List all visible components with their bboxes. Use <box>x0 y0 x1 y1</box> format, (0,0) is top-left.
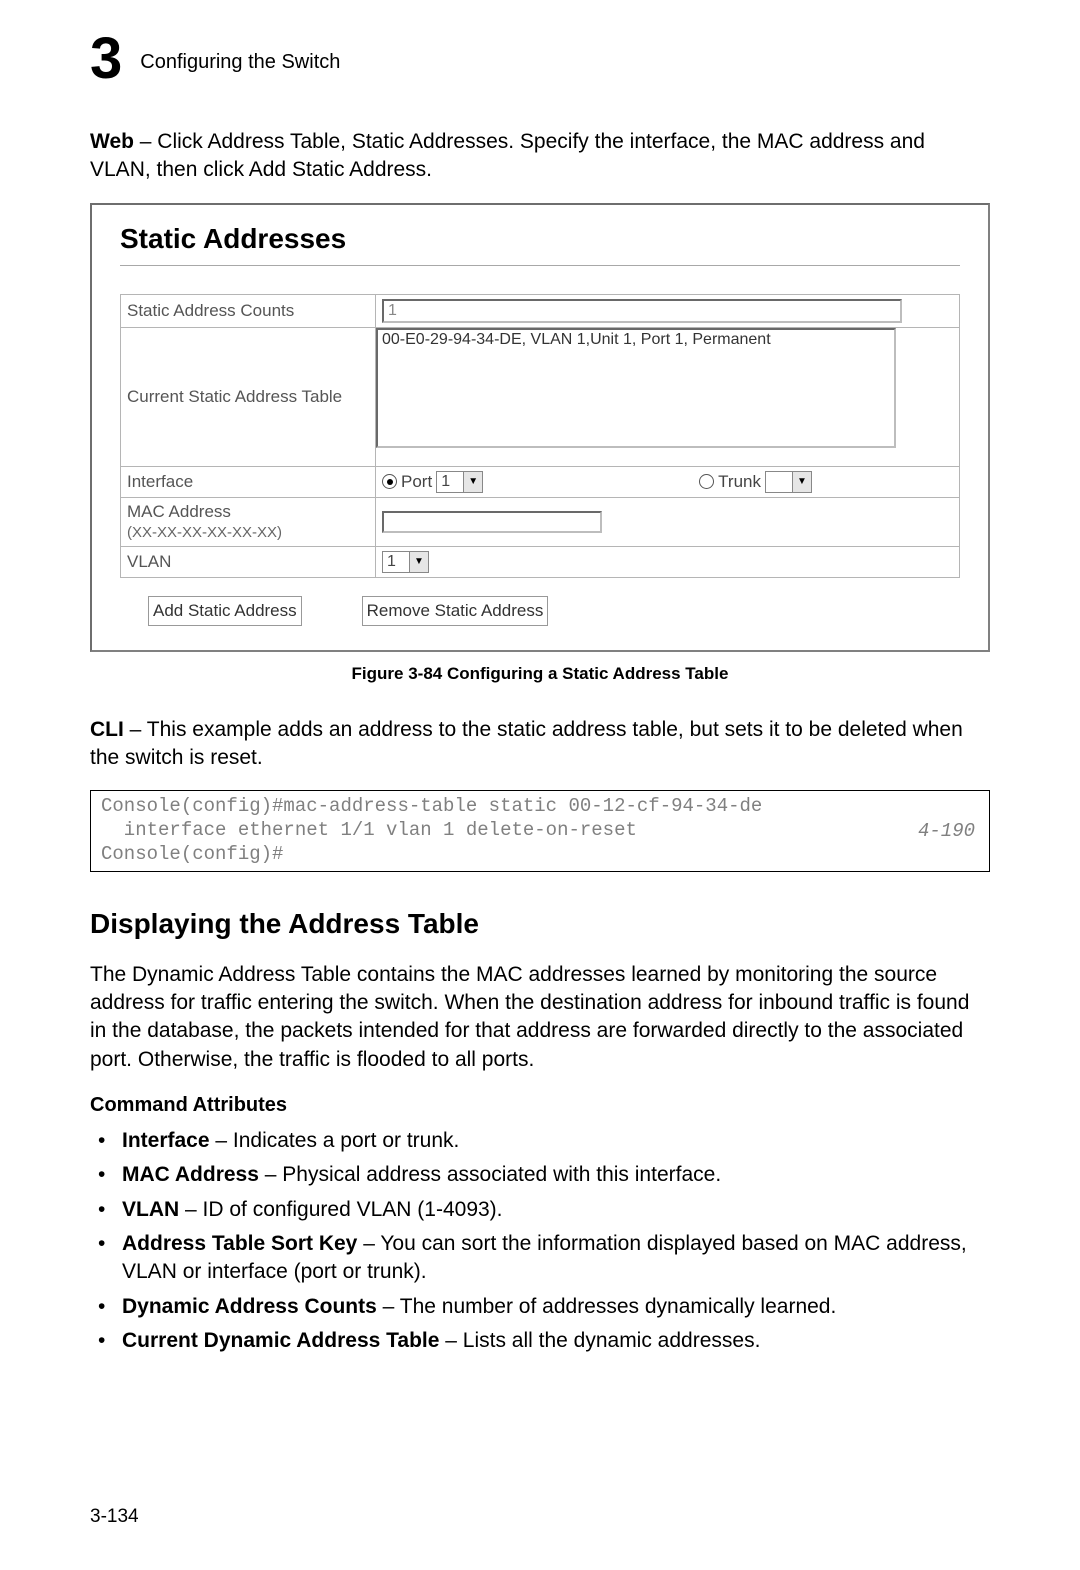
cell-mac-input <box>376 497 960 546</box>
page-header: 3 Configuring the Switch <box>90 30 990 88</box>
attribute-description: – The number of addresses dynamically le… <box>377 1295 837 1318</box>
add-static-address-button[interactable]: Add Static Address <box>148 596 302 626</box>
screenshot-button-row: Add Static Address Remove Static Address <box>120 596 960 626</box>
chevron-down-icon: ▼ <box>463 472 482 492</box>
attribute-description: – ID of configured VLAN (1-4093). <box>179 1198 502 1221</box>
chevron-down-icon: ▼ <box>792 472 811 492</box>
cell-interface-controls: Port 1 ▼ Trunk ▼ <box>376 466 960 497</box>
row-vlan: VLAN 1 ▼ <box>121 546 960 577</box>
attribute-item: Dynamic Address Counts – The number of a… <box>116 1293 990 1321</box>
label-current-static-address-table: Current Static Address Table <box>121 327 376 466</box>
radio-trunk-label: Trunk <box>718 472 761 492</box>
static-addresses-screenshot: Static Addresses Static Address Counts 1… <box>90 203 990 652</box>
cell-current-static-address-table: 00-E0-29-94-34-DE, VLAN 1,Unit 1, Port 1… <box>376 327 960 466</box>
port-select-value: 1 <box>441 471 463 493</box>
cli-code-block: Console(config)#mac-address-table static… <box>90 790 990 871</box>
row-static-address-counts: Static Address Counts 1 <box>121 294 960 327</box>
mac-address-input[interactable] <box>382 511 602 533</box>
command-attributes-list: Interface – Indicates a port or trunk. M… <box>90 1127 990 1355</box>
mac-label-line1: MAC Address <box>127 502 231 521</box>
chevron-down-icon: ▼ <box>409 552 428 572</box>
attribute-description: – Physical address associated with this … <box>259 1163 721 1186</box>
label-mac-address: MAC Address (XX-XX-XX-XX-XX-XX) <box>121 497 376 546</box>
figure-caption: Figure 3-84 Configuring a Static Address… <box>90 664 990 684</box>
web-instruction-text: – Click Address Table, Static Addresses.… <box>90 130 925 181</box>
static-address-table-entry: 00-E0-29-94-34-DE, VLAN 1,Unit 1, Port 1… <box>382 331 771 348</box>
section-heading-displaying-address-table: Displaying the Address Table <box>90 908 990 940</box>
cell-static-address-counts-value: 1 <box>376 294 960 327</box>
attribute-item: MAC Address – Physical address associate… <box>116 1161 990 1189</box>
cli-page-reference: 4-190 <box>918 820 979 842</box>
vlan-select[interactable]: 1 ▼ <box>382 551 429 573</box>
attribute-item: Interface – Indicates a port or trunk. <box>116 1127 990 1155</box>
trunk-select[interactable]: ▼ <box>765 471 812 493</box>
attribute-term: Dynamic Address Counts <box>122 1295 377 1318</box>
attribute-term: VLAN <box>122 1198 179 1221</box>
chapter-title: Configuring the Switch <box>140 51 340 74</box>
cli-instruction-paragraph: CLI – This example adds an address to th… <box>90 716 990 773</box>
page-number: 3-134 <box>90 1506 139 1528</box>
section-body-paragraph: The Dynamic Address Table contains the M… <box>90 961 990 1074</box>
radio-port[interactable] <box>382 474 397 489</box>
radio-port-label: Port <box>401 472 432 492</box>
mac-label-line2: (XX-XX-XX-XX-XX-XX) <box>127 524 282 541</box>
cell-vlan-select: 1 ▼ <box>376 546 960 577</box>
static-address-form-table: Static Address Counts 1 Current Static A… <box>120 294 960 578</box>
label-interface: Interface <box>121 466 376 497</box>
attribute-term: Address Table Sort Key <box>122 1232 357 1255</box>
attribute-term: Current Dynamic Address Table <box>122 1329 439 1352</box>
attribute-item: Current Dynamic Address Table – Lists al… <box>116 1327 990 1355</box>
cli-line-1: Console(config)#mac-address-table static… <box>101 795 762 817</box>
remove-static-address-button[interactable]: Remove Static Address <box>362 596 549 626</box>
attribute-term: Interface <box>122 1129 210 1152</box>
row-mac-address: MAC Address (XX-XX-XX-XX-XX-XX) <box>121 497 960 546</box>
radio-port-wrap[interactable]: Port 1 ▼ <box>382 471 483 493</box>
attribute-description: – Indicates a port or trunk. <box>210 1129 460 1152</box>
attribute-term: MAC Address <box>122 1163 259 1186</box>
screenshot-title: Static Addresses <box>120 223 960 266</box>
current-static-address-listbox[interactable]: 00-E0-29-94-34-DE, VLAN 1,Unit 1, Port 1… <box>376 328 896 448</box>
attribute-description: – Lists all the dynamic addresses. <box>439 1329 760 1352</box>
cli-line-3: Console(config)# <box>101 843 283 865</box>
chapter-number: 3 <box>90 30 122 88</box>
cli-line-2: interface ethernet 1/1 vlan 1 delete-on-… <box>101 819 637 841</box>
row-current-static-address-table: Current Static Address Table 00-E0-29-94… <box>121 327 960 466</box>
cli-lead-label: CLI <box>90 718 124 741</box>
attribute-item: VLAN – ID of configured VLAN (1-4093). <box>116 1196 990 1224</box>
web-instruction-paragraph: Web – Click Address Table, Static Addres… <box>90 128 990 185</box>
static-address-counts-input[interactable]: 1 <box>382 299 902 323</box>
label-vlan: VLAN <box>121 546 376 577</box>
web-lead-label: Web <box>90 130 134 153</box>
cli-instruction-text: – This example adds an address to the st… <box>90 718 963 769</box>
port-select[interactable]: 1 ▼ <box>436 471 483 493</box>
label-static-address-counts: Static Address Counts <box>121 294 376 327</box>
command-attributes-heading: Command Attributes <box>90 1094 990 1117</box>
radio-trunk[interactable] <box>699 474 714 489</box>
row-interface: Interface Port 1 ▼ Tr <box>121 466 960 497</box>
radio-trunk-wrap[interactable]: Trunk ▼ <box>699 471 812 493</box>
vlan-select-value: 1 <box>387 551 409 573</box>
attribute-item: Address Table Sort Key – You can sort th… <box>116 1230 990 1287</box>
